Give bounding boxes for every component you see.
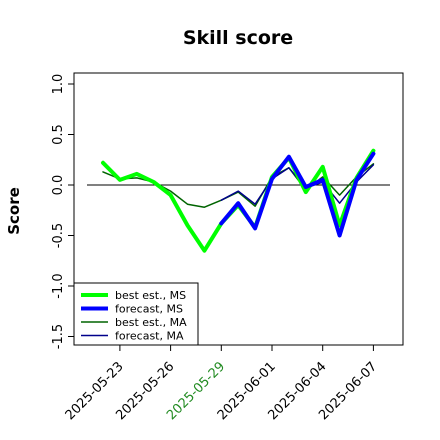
y-tick-label: -1.5 — [51, 324, 66, 349]
legend-entry: forecast, MS — [115, 303, 183, 316]
y-axis-label: Score — [5, 187, 23, 235]
plot-frame — [73, 72, 404, 346]
plot-area: -1.5-1.0-0.50.00.51.02025-05-232025-05-2… — [51, 72, 404, 423]
series-line-best-est-ms — [101, 148, 376, 253]
y-tick-label: 1.0 — [51, 74, 66, 95]
legend-entry: best est., MS — [115, 289, 186, 302]
series-line-forecast-ms — [219, 151, 376, 238]
y-tick-label: -0.5 — [51, 223, 66, 248]
legend-entry: forecast, MA — [115, 330, 184, 343]
chart-title: Skill score — [183, 27, 293, 49]
y-tick-label: -1.0 — [51, 273, 66, 298]
y-tick-label: 0.5 — [51, 124, 66, 145]
y-tick-label: 0.0 — [51, 175, 66, 196]
legend-entry: best est., MA — [115, 316, 187, 329]
